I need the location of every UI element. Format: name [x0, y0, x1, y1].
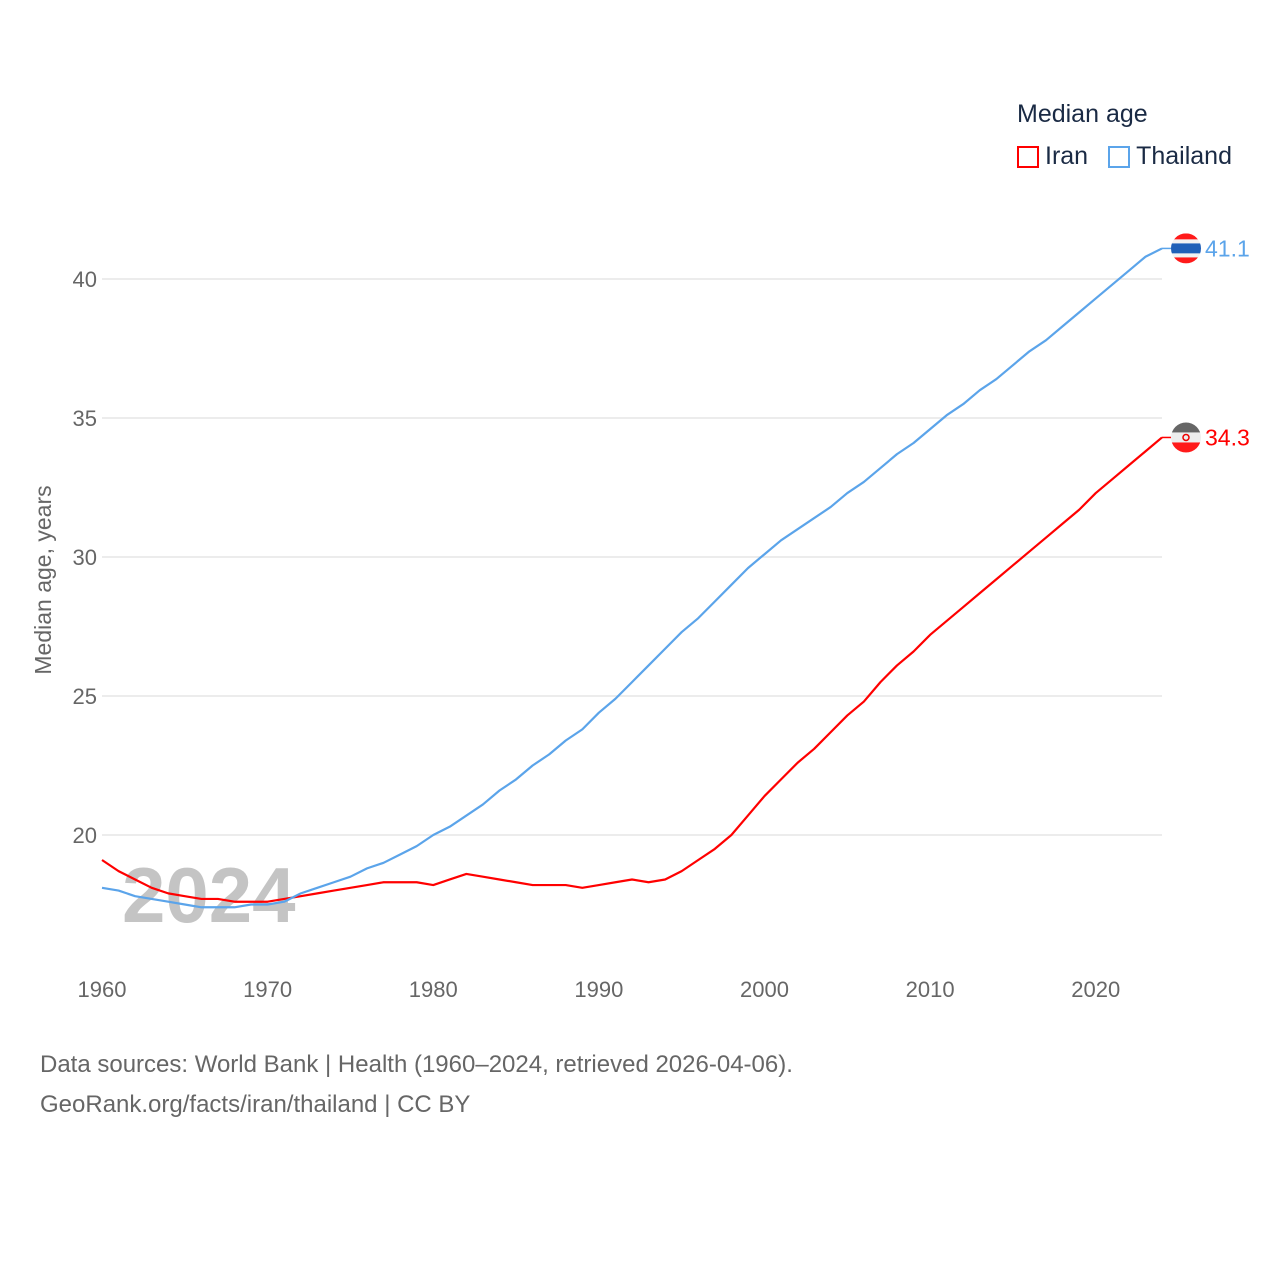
flag-thailand-icon [1171, 233, 1201, 264]
year-watermark: 2024 [122, 851, 296, 939]
flag-body [1171, 233, 1201, 264]
series-line-iran [101, 436, 1163, 903]
x-tick-label: 2000 [740, 977, 789, 1002]
legend: Iran Thailand [1017, 142, 1232, 171]
y-tick-label: 35 [73, 406, 97, 431]
legend-label: Iran [1045, 142, 1089, 170]
x-tick-label: 1990 [574, 977, 623, 1002]
flag-stripe [1171, 257, 1201, 264]
x-tick-label: 2010 [906, 977, 955, 1002]
x-tick-label: 1970 [243, 977, 292, 1002]
flag-emblem [1182, 433, 1190, 442]
flag-stripe [1171, 432, 1201, 443]
y-tick-label: 25 [73, 684, 97, 709]
flag-stripe [1171, 243, 1201, 254]
y-tick-label: 40 [73, 267, 97, 292]
x-tick-label: 1960 [78, 977, 127, 1002]
y-axis-label: Median age, years [30, 485, 56, 674]
flag-iran-icon [1171, 422, 1201, 453]
flag-stripe [1171, 422, 1201, 433]
legend-item-iran[interactable]: Iran [1017, 142, 1088, 171]
legend-item-thailand[interactable]: Thailand [1108, 142, 1232, 171]
attribution-line: GeoRank.org/facts/iran/thailand | CC BY [40, 1091, 471, 1118]
flag-stripe [1171, 239, 1201, 244]
flag-body [1171, 422, 1201, 453]
y-tick-label: 20 [73, 823, 97, 848]
y-tick-label: 30 [73, 545, 97, 570]
legend-swatch-thailand [1108, 145, 1131, 168]
source-line: Data sources: World Bank | Health (1960–… [40, 1051, 793, 1078]
source-note: Data sources: World Bank | Health (1960–… [40, 1045, 793, 1125]
end-value-label: 41.1 [1205, 235, 1250, 261]
flag-stripe [1171, 442, 1201, 453]
x-tick-label: 1980 [409, 977, 458, 1002]
legend-title: Median age [1017, 100, 1148, 128]
legend-label: Thailand [1136, 142, 1232, 170]
series-line-thailand [101, 247, 1163, 909]
x-tick-label: 2020 [1071, 977, 1120, 1002]
legend-swatch-iran [1017, 145, 1039, 168]
end-value-label: 34.3 [1205, 424, 1250, 450]
flag-stripe [1171, 233, 1201, 240]
flag-stripe [1171, 253, 1201, 258]
